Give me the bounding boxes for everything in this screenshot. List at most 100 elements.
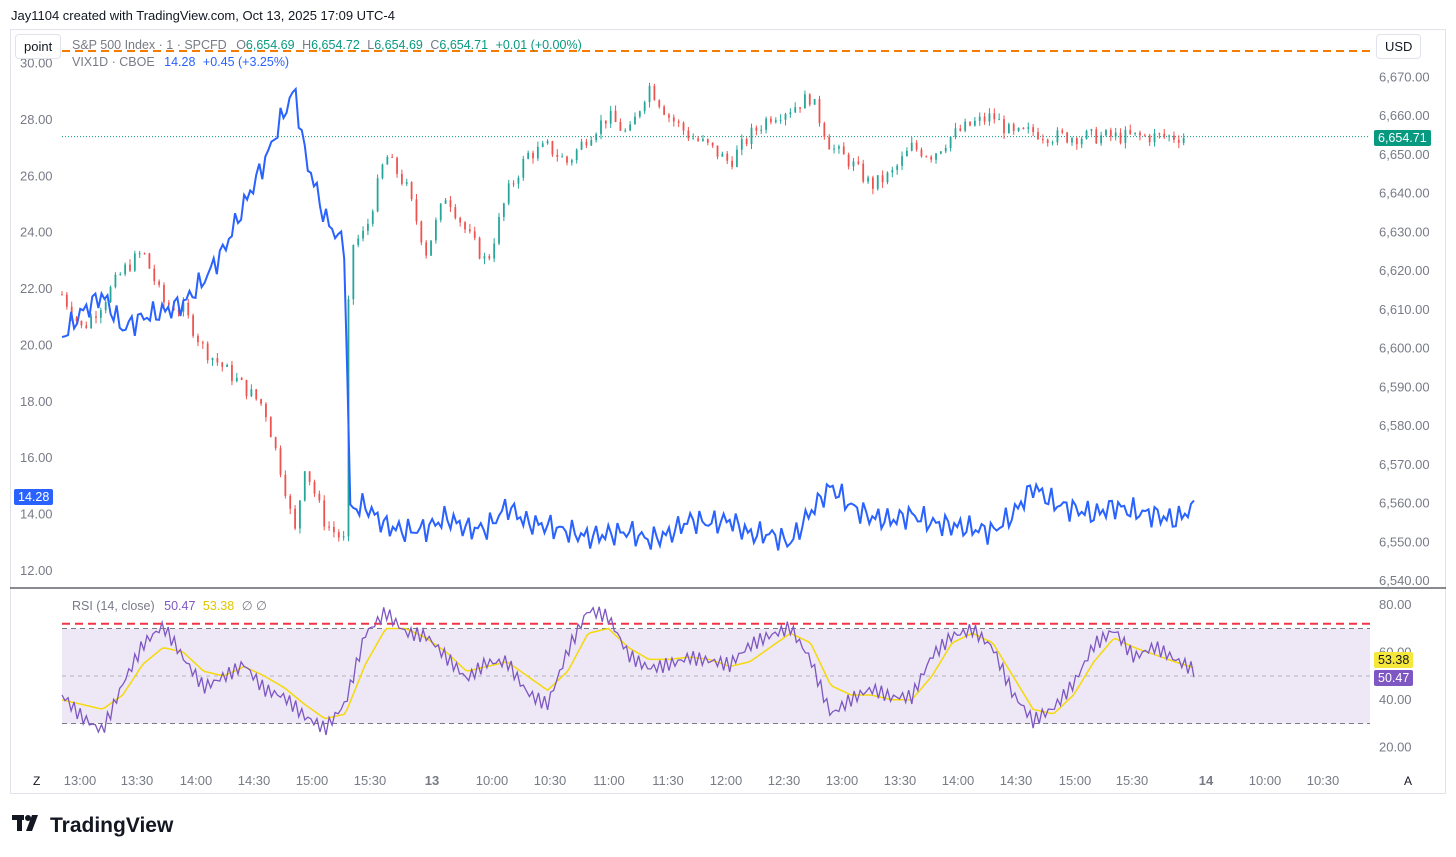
spx-candle — [731, 160, 733, 167]
spx-candle — [182, 302, 185, 312]
spx-candle — [260, 399, 262, 404]
spx-candle — [1163, 133, 1166, 137]
spx-candle — [1168, 135, 1171, 137]
spx-candle — [1129, 129, 1132, 134]
spx-candle — [478, 237, 481, 259]
vix-axis-tick: 20.00 — [20, 337, 53, 352]
spx-candle — [692, 138, 695, 140]
rsi-value-tag: 50.47 — [1374, 670, 1414, 686]
z-button[interactable]: Z — [33, 774, 41, 788]
spx-candle — [939, 151, 942, 154]
spx-candle — [770, 118, 772, 123]
spx-candle — [226, 364, 228, 367]
spx-candle — [978, 116, 981, 121]
spx-candle — [706, 139, 709, 143]
spx-candle — [755, 127, 758, 131]
x-axis-tick: 13 — [425, 773, 439, 788]
vix-axis-tick: 22.00 — [20, 281, 53, 296]
spx-candle — [702, 139, 704, 141]
spx-close: 6,654.71 — [439, 38, 489, 52]
x-axis-tick: 13:30 — [121, 773, 154, 788]
axes: 12.00 14.00 16.00 18.00 20.00 22.00 24.00 26.00… — [10, 56, 1446, 788]
spx-candle — [464, 222, 466, 230]
spx-candle — [857, 161, 860, 164]
spx-candle — [1066, 132, 1069, 143]
spx-candle — [973, 120, 976, 126]
spx-candle — [124, 264, 127, 275]
rsi-value: 50.47 — [164, 599, 196, 613]
spx-axis-tick: 6,600.00 — [1379, 341, 1430, 356]
tradingview-brand: TradingView — [12, 813, 173, 839]
spx-candle — [1071, 138, 1073, 143]
auto-scale-button[interactable]: A — [1404, 774, 1413, 788]
spx-candle — [867, 177, 869, 182]
rsi-band — [62, 628, 1370, 724]
spx-candle — [838, 146, 840, 149]
spx-candle — [65, 294, 68, 307]
spx-low: 6,654.69 — [374, 38, 423, 52]
vix-legend: VIX1D · CBOE 14.28 +0.45 (+3.25%) — [72, 55, 289, 69]
spx-candle — [935, 153, 937, 160]
spx-candle — [1124, 129, 1127, 143]
spx-candle — [279, 448, 282, 475]
currency-button[interactable]: USD — [1376, 34, 1422, 59]
spx-candle — [842, 146, 845, 155]
spx-candle — [512, 183, 515, 185]
x-axis-tick: 11:00 — [593, 773, 625, 788]
spx-candle — [425, 242, 428, 256]
spx-candle — [148, 253, 151, 269]
chart-panel[interactable] — [10, 29, 1446, 794]
spx-candle — [1022, 127, 1025, 129]
point-button[interactable]: point — [15, 34, 62, 59]
spx-open: 6,654.69 — [245, 38, 295, 52]
spx-candle — [881, 175, 884, 183]
spx-candle — [255, 389, 258, 400]
spx-axis-tick: 6,560.00 — [1379, 496, 1430, 511]
spx-candle — [697, 138, 699, 141]
spx-candle — [653, 85, 656, 101]
spx-candle — [1017, 127, 1020, 131]
spx-candle — [954, 128, 957, 137]
spx-candle — [736, 149, 738, 167]
spx-candle — [988, 113, 991, 122]
spx-candle — [804, 94, 806, 109]
x-axis-tick: 14:30 — [238, 773, 271, 788]
spx-candle — [993, 113, 996, 120]
spx-candle — [1085, 130, 1088, 139]
spx-candle — [313, 481, 316, 494]
spx-axis-tick: 6,550.00 — [1379, 534, 1430, 549]
x-axis-tick: 14 — [1199, 773, 1214, 788]
spx-candle — [216, 358, 219, 363]
spx-candle — [294, 508, 296, 529]
vix-axis-tick: 14.00 — [20, 507, 53, 522]
spx-candle — [527, 152, 530, 159]
spx-candle — [333, 526, 335, 533]
spx-candle — [774, 120, 777, 123]
spx-candle — [1119, 132, 1122, 143]
spx-candle — [624, 130, 627, 132]
spx-candle — [80, 320, 83, 326]
spx-candle — [381, 164, 384, 179]
spx-candle — [556, 154, 559, 157]
x-axis-tick: 13:00 — [64, 773, 97, 788]
spx-candle — [235, 377, 238, 382]
spx-candle — [367, 223, 369, 231]
vix-line — [61, 86, 1195, 551]
spx-candle — [522, 158, 525, 178]
spx-candle — [250, 389, 253, 397]
spx-candle — [308, 471, 311, 482]
spx-candle — [925, 156, 928, 158]
spx-h-label: H — [302, 38, 312, 52]
spx-candle — [930, 156, 933, 160]
rsi-extra: ∅ ∅ — [241, 599, 267, 613]
spx-candle — [299, 500, 301, 529]
spx-candle — [648, 85, 651, 103]
spx-candle — [536, 146, 539, 159]
spx-candle — [434, 220, 437, 241]
spx-candle — [1075, 138, 1078, 145]
spx-axis-tick: 6,540.00 — [1379, 573, 1430, 588]
spx-candle — [192, 315, 195, 336]
spx-candle — [750, 127, 753, 145]
spx-o-label: O — [236, 38, 246, 52]
